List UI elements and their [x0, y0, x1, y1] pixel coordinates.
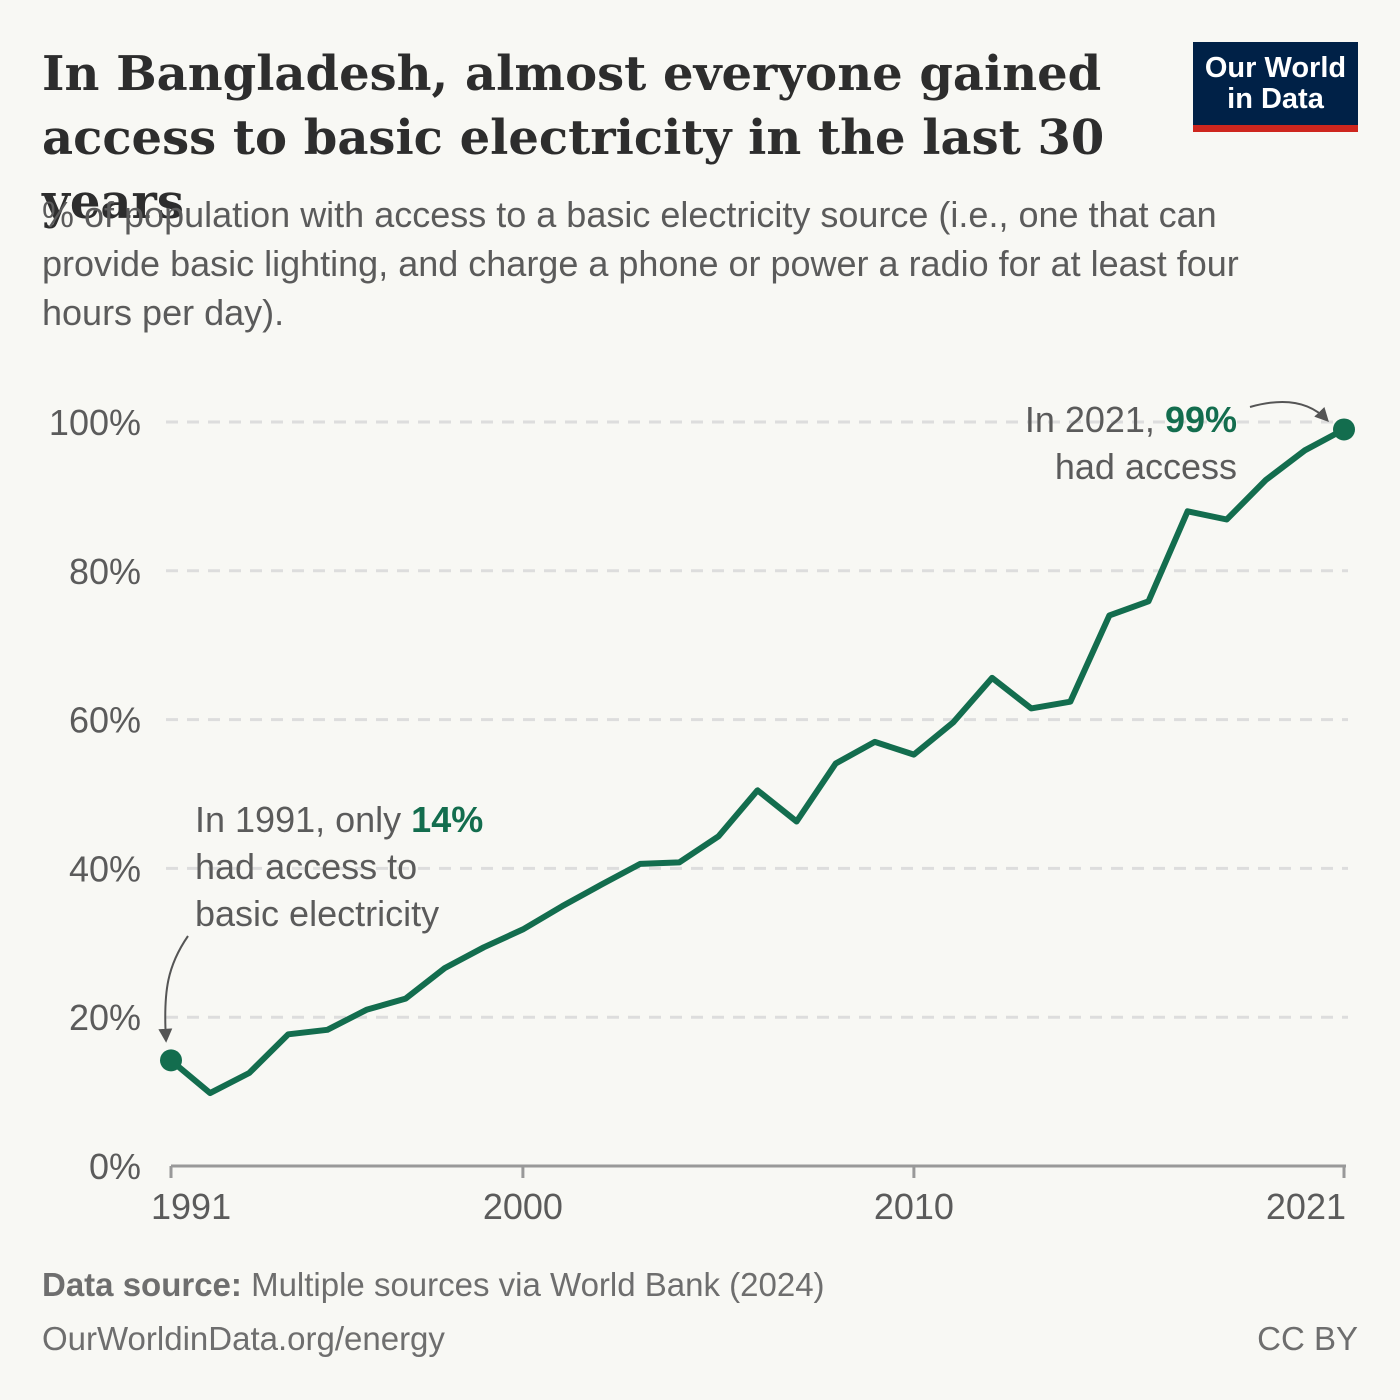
- chart-subtitle: % of population with access to a basic e…: [42, 194, 1239, 333]
- data-source-text: Multiple sources via World Bank (2024): [251, 1266, 825, 1303]
- x-tick-label-2010: 2010: [874, 1186, 954, 1227]
- annotation-end-arrow: [1249, 400, 1329, 423]
- x-tick-label-2021: 2021: [1266, 1186, 1346, 1227]
- x-tick-label-2000: 2000: [483, 1186, 563, 1227]
- annotation-end-line-1: In 2021, 99%: [1025, 399, 1237, 440]
- data-point-2021: [1333, 418, 1355, 441]
- logo-line-2: in Data: [1227, 82, 1324, 115]
- y-tick-label-60: 60%: [69, 700, 141, 741]
- data-source: Data source: Multiple sources via World …: [42, 1266, 825, 1304]
- source-url[interactable]: OurWorldinData.org/energy: [42, 1320, 445, 1357]
- y-tick-label-80: 80%: [69, 551, 141, 592]
- data-source-label: Data source:: [42, 1266, 242, 1303]
- line-chart: 0% 20% 40% 60% 80% 100% 1991 2000 2010 2021 In 199…: [49, 399, 1355, 1227]
- logo-line-1: Our World: [1204, 51, 1347, 84]
- x-tick-label-1991: 1991: [151, 1186, 231, 1227]
- y-tick-label-40: 40%: [69, 848, 141, 889]
- annotation-end-line-2: had access: [1055, 446, 1237, 487]
- annotation-start-line-2: had access to: [195, 846, 417, 887]
- chart-title: In Bangladesh, almost everyone gained ac…: [42, 46, 1105, 230]
- y-tick-label-100: 100%: [49, 402, 141, 443]
- annotation-start-line-1: In 1991, only 14%: [195, 799, 483, 840]
- y-tick-label-20: 20%: [69, 997, 141, 1038]
- owid-logo[interactable]: Our World in Data: [1193, 42, 1358, 132]
- license-text: CC BY: [1257, 1320, 1358, 1357]
- annotation-start-line-3: basic electricity: [195, 893, 439, 934]
- annotation-start-arrow: [158, 935, 189, 1043]
- series-line: [168, 426, 1347, 1097]
- data-point-1991: [160, 1049, 182, 1072]
- y-tick-label-0: 0%: [89, 1146, 141, 1187]
